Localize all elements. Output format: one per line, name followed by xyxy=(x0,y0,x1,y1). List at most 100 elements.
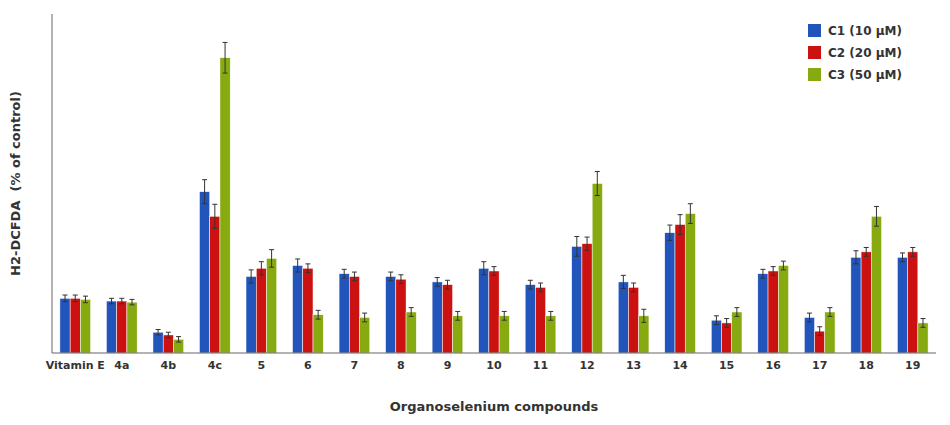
error-bar xyxy=(874,206,879,226)
bar xyxy=(732,312,742,353)
x-tick-label: 4a xyxy=(114,359,129,372)
error-bar xyxy=(362,313,367,322)
x-tick-label: 16 xyxy=(766,359,782,372)
x-tick-label: 7 xyxy=(351,359,359,372)
error-bar xyxy=(63,295,68,302)
error-bar xyxy=(781,261,786,270)
error-bar xyxy=(269,250,274,267)
legend-label: C2 (20 μM) xyxy=(828,46,902,60)
bar xyxy=(396,279,406,353)
error-bar xyxy=(73,295,78,302)
legend-swatch xyxy=(808,68,821,81)
bar xyxy=(685,214,695,353)
error-bar xyxy=(435,278,440,287)
error-bar xyxy=(481,262,486,275)
error-bar xyxy=(119,298,124,303)
x-tick-label: 4c xyxy=(208,359,222,372)
error-bar xyxy=(734,308,739,317)
x-tick-label: 10 xyxy=(486,359,502,372)
bar xyxy=(871,216,881,353)
bar xyxy=(256,268,266,353)
bar xyxy=(432,282,442,353)
bar xyxy=(199,192,209,353)
bar xyxy=(406,312,416,353)
bar xyxy=(339,274,349,353)
error-bar xyxy=(920,319,925,328)
error-bar xyxy=(259,262,264,275)
bar xyxy=(851,257,861,353)
error-bar xyxy=(409,308,414,317)
x-axis-title: Organoselenium compounds xyxy=(390,399,599,414)
error-bar xyxy=(621,275,626,288)
error-bar xyxy=(641,309,646,322)
bar xyxy=(499,316,509,353)
error-bar xyxy=(827,308,832,317)
bar xyxy=(313,315,323,353)
error-bar xyxy=(83,296,88,303)
x-tick-label: 9 xyxy=(444,359,452,372)
x-tick-label: 5 xyxy=(258,359,266,372)
bar xyxy=(618,282,628,353)
bar xyxy=(293,266,303,353)
bar xyxy=(70,298,80,353)
bar xyxy=(804,317,814,353)
bar xyxy=(479,268,489,353)
error-bar xyxy=(595,171,600,195)
error-bar xyxy=(667,225,672,240)
legend: C1 (10 μM) C2 (20 μM) C3 (50 μM) xyxy=(808,24,902,82)
error-bar xyxy=(455,311,460,320)
bar xyxy=(825,312,835,353)
x-tick-label: 18 xyxy=(859,359,874,372)
legend-label: C1 (10 μM) xyxy=(828,24,902,38)
error-bar xyxy=(202,180,207,204)
bar xyxy=(758,274,768,353)
bar xyxy=(535,287,545,353)
error-bar xyxy=(528,280,533,289)
error-bar xyxy=(223,42,228,73)
error-bar xyxy=(631,283,636,292)
error-bar xyxy=(585,237,590,250)
error-bar xyxy=(548,311,553,320)
bar xyxy=(861,252,871,353)
error-bar xyxy=(688,204,693,224)
error-bar xyxy=(352,272,357,281)
x-tick-label: 4b xyxy=(161,359,177,372)
error-bar xyxy=(502,311,507,320)
error-bar xyxy=(130,299,135,304)
y-axis-line xyxy=(52,14,53,353)
x-tick-label: 19 xyxy=(905,359,920,372)
error-bar xyxy=(864,247,869,256)
x-axis-line xyxy=(52,353,936,354)
error-bar xyxy=(853,251,858,264)
bar xyxy=(525,285,535,353)
error-bar xyxy=(445,280,450,289)
bar xyxy=(80,299,90,353)
error-bar xyxy=(492,267,497,276)
x-tick-label: 6 xyxy=(304,359,312,372)
bar xyxy=(675,225,685,353)
bar xyxy=(442,285,452,353)
bar xyxy=(360,317,370,353)
error-bar xyxy=(249,270,254,283)
y-axis-title: H2-DCFDA (% of control) xyxy=(8,91,23,276)
error-bar xyxy=(714,316,719,325)
error-bar xyxy=(771,267,776,276)
error-bar xyxy=(678,215,683,235)
bar xyxy=(60,298,70,353)
error-bar xyxy=(176,337,181,342)
error-bar xyxy=(109,298,114,303)
x-tick-label: 14 xyxy=(672,359,688,372)
bar xyxy=(210,216,220,353)
bar xyxy=(665,233,675,353)
bar xyxy=(266,258,276,353)
error-bar xyxy=(166,332,171,337)
chart: Vitamin E4a4b4c5678910111213141516171819… xyxy=(0,0,950,425)
legend-label: C3 (50 μM) xyxy=(828,68,902,82)
bar xyxy=(127,302,137,353)
bar xyxy=(386,276,396,353)
bar xyxy=(453,316,463,353)
error-bar xyxy=(212,204,217,228)
bar xyxy=(572,246,582,353)
x-tick-label: 11 xyxy=(533,359,548,372)
error-bar xyxy=(724,319,729,328)
